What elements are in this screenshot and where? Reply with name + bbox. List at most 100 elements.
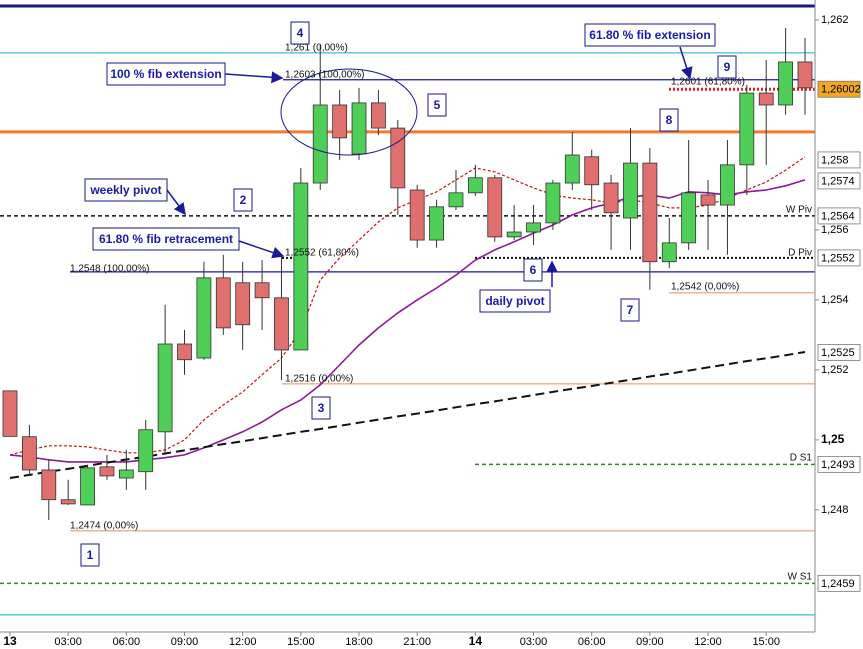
annotation-box (84, 178, 168, 202)
level-label: 1,2516 (0,00%) (285, 374, 353, 385)
candle-body (642, 162, 658, 263)
candle-body (390, 127, 406, 189)
annotation-box (427, 93, 447, 117)
x-tick-label: 12:00 (694, 636, 722, 648)
annotation-box (92, 227, 240, 251)
candle-body (797, 61, 813, 89)
price-marker-label: 1,2552 (821, 252, 855, 264)
arrows (166, 46, 693, 287)
price-marker-label: 1,26002 (821, 84, 861, 96)
highlight-ellipse (280, 68, 418, 156)
candle-body (118, 469, 134, 479)
y-tick-label: 1,248 (821, 504, 849, 516)
y-tick-label: 1,252 (821, 364, 849, 376)
candle-body (739, 92, 755, 166)
annotation-box (659, 108, 679, 132)
price-marker (817, 249, 861, 267)
candle-body (80, 467, 95, 506)
level-label: 1,261 (0,00%) (285, 43, 348, 54)
x-tick-label: 06:00 (578, 636, 606, 648)
price-marker-label: 1,258 (821, 154, 849, 166)
x-tick-label: 15:00 (752, 636, 780, 648)
price-marker-label: 1,2459 (821, 578, 855, 590)
annotation-box (523, 258, 543, 282)
level-label: 1,2474 (0,00%) (70, 521, 138, 532)
annotation-box (106, 62, 226, 86)
candle-body (138, 429, 154, 473)
annotation-box (479, 289, 551, 313)
candle-body (584, 156, 600, 186)
annotation-label: daily pivot (485, 294, 544, 308)
candle-body (467, 177, 483, 194)
annotation-label: 61.80 % fib extension (589, 28, 710, 42)
annotation-label: 1 (87, 548, 94, 562)
candle-body (429, 206, 444, 241)
annotation-box (233, 188, 253, 212)
candle-body (99, 466, 115, 477)
candle-body (254, 282, 270, 299)
candle-body (758, 92, 774, 106)
price-marker-label: 1,2525 (821, 347, 855, 359)
x-tick-label: 15:00 (287, 636, 315, 648)
candle-body (623, 162, 638, 219)
level-label: W S1 (788, 572, 813, 583)
moving-average (9, 156, 806, 456)
candle-body (681, 192, 697, 244)
candle-body (235, 282, 251, 326)
price-marker (817, 151, 861, 169)
candle-body (332, 104, 348, 139)
arrow (166, 189, 186, 216)
level-label: D S1 (790, 453, 813, 464)
candle-body (778, 61, 793, 106)
annotation-box (584, 23, 716, 47)
x-tick-label: 18:00 (345, 636, 373, 648)
candle-body (196, 277, 212, 359)
annotation-label: 9 (724, 60, 731, 74)
annotation-label: 100 % fib extension (110, 67, 221, 81)
price-marker-label: 1,2574 (821, 175, 855, 187)
x-tick-label: 21:00 (403, 636, 431, 648)
candle-body (603, 182, 619, 214)
x-tick-label: 12:00 (229, 636, 257, 648)
y-tick-label: 1,25 (821, 432, 845, 446)
arrow (679, 46, 693, 80)
candle-body (661, 242, 677, 263)
annotation-label: weekly pivot (89, 183, 161, 197)
x-tick-label: 03:00 (520, 636, 548, 648)
y-tick-label: 1,254 (821, 294, 849, 306)
candle-body (487, 177, 503, 238)
candle-body (564, 154, 580, 184)
price-marker (817, 574, 861, 592)
candle-body (545, 182, 561, 224)
annotation-label: 6 (530, 263, 537, 277)
y-tick-label: 1,262 (821, 14, 849, 26)
candle-body (2, 390, 18, 437)
annotation-label: 61.80 % fib retracement (99, 232, 233, 246)
candle-body (409, 189, 425, 241)
candle-body (274, 297, 289, 351)
annotation-box (620, 298, 640, 322)
annotation-box (717, 55, 737, 79)
annotation-label: 4 (297, 26, 304, 40)
annotation-box (311, 396, 331, 420)
price-marker (817, 80, 861, 98)
candle-body (21, 436, 37, 471)
level-label: 1,2542 (0,00%) (671, 282, 739, 293)
candle-body (177, 343, 192, 361)
x-tick-label: 13 (3, 634, 17, 648)
annotation-box (290, 21, 310, 45)
price-marker-label: 1,2493 (821, 459, 855, 471)
candle-body (351, 102, 367, 155)
plot-area (0, 4, 815, 616)
price-marker (817, 207, 861, 225)
level-label: D Piv (788, 248, 812, 259)
price-marker (817, 172, 861, 190)
candle-body (720, 164, 735, 206)
level-label: 1,2603 (100,00%) (285, 70, 365, 81)
candle-body (41, 469, 57, 501)
annotation-label: 8 (666, 113, 673, 127)
candle-body (526, 222, 541, 233)
candle-body (60, 499, 76, 505)
price-marker (817, 343, 861, 361)
level-label: W Piv (786, 205, 812, 216)
